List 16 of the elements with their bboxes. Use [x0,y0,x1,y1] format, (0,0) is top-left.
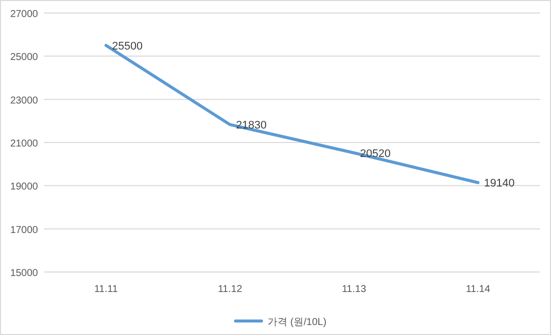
y-tick-label: 25000 [10,52,38,64]
x-tick-label: 11.12 [218,284,243,295]
data-label: 25500 [112,40,143,52]
y-tick-label: 15000 [10,268,38,279]
legend-label: 가격 (원/10L) [268,317,326,328]
line-series [104,44,480,184]
y-tick-label: 19000 [10,182,38,193]
y-tick-label: 23000 [10,95,38,106]
x-tick-label: 11.11 [94,284,118,295]
y-tick-label: 27000 [10,9,38,20]
data-label: 19140 [484,178,515,190]
data-label: 20520 [360,148,391,160]
x-tick-label: 11.14 [466,284,491,295]
x-tick-label: 11.13 [342,284,367,295]
y-tick-label: 17000 [10,224,38,236]
y-tick-label: 21000 [10,138,38,150]
